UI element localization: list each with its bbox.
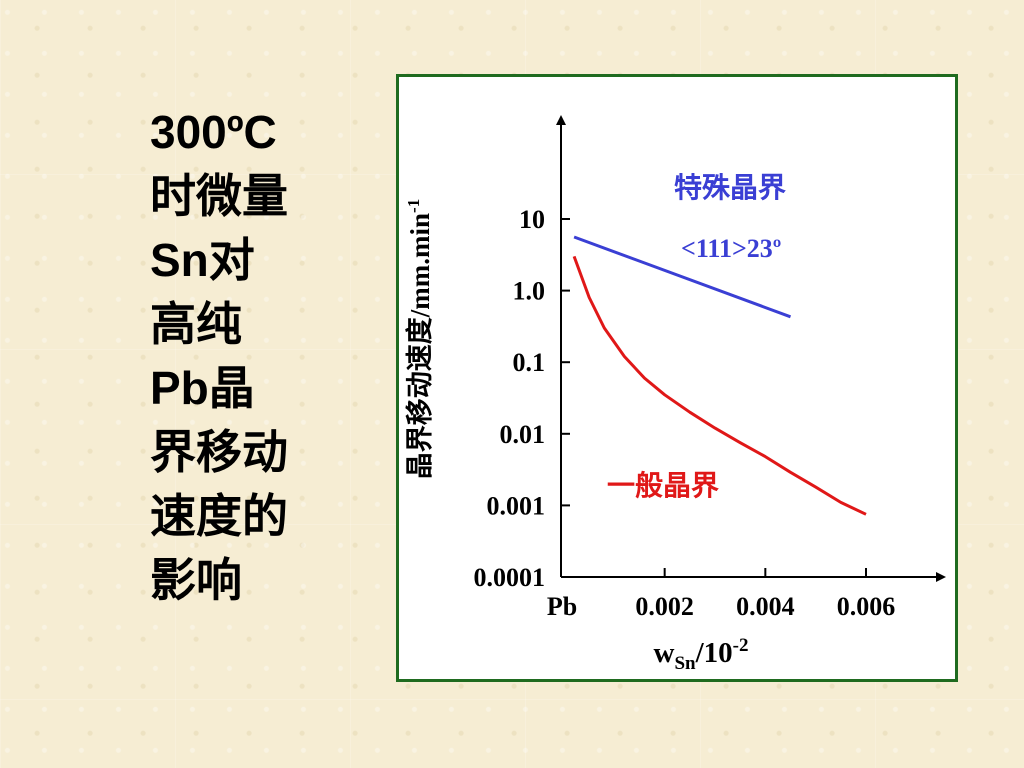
slide-title-line: 影响: [150, 554, 242, 606]
series-layer: [572, 235, 867, 516]
y-ticks: 0.0001 0.001 0.01 0.1 1.0 10: [474, 205, 570, 592]
y-tick-label: 1.0: [513, 277, 546, 306]
y-tick-label: 0.001: [487, 491, 546, 520]
y-tick-label: 0.1: [513, 348, 546, 377]
chart-frame: 0.0001 0.001 0.01 0.1 1.0 10 Pb 0.002 0.004 0.00…: [396, 74, 958, 682]
slide-title-line: Pb晶: [150, 362, 255, 414]
slide-title-line: 速度的: [150, 490, 288, 542]
series-line-general: [572, 255, 867, 516]
slide-title-line: 界移动: [150, 426, 288, 478]
slide-title-line: Sn对: [150, 234, 255, 286]
grain-boundary-velocity-chart: 0.0001 0.001 0.01 0.1 1.0 10 Pb 0.002 0.004 0.00…: [404, 115, 946, 674]
x-axis-label: wSn/10-2: [654, 635, 749, 674]
slide-title: 300ºC 时微量 Sn对 高纯 Pb晶 界移动 速度的 影响: [150, 100, 350, 612]
series-subtitle-special: <111>23º: [681, 234, 781, 263]
x-tick-label: 0.002: [635, 592, 694, 621]
y-tick-label: 0.01: [500, 420, 546, 449]
slide-title-line: 300ºC: [150, 106, 277, 158]
slide-title-line: 时微量: [150, 170, 288, 222]
series-line-special: [573, 235, 792, 319]
x-tick-label: 0.004: [736, 592, 795, 621]
y-tick-label: 10: [519, 205, 545, 234]
series-label-special: 特殊晶界: [674, 172, 786, 204]
slide-title-line: 高纯: [150, 298, 242, 350]
y-axis-label: 晶界移动速度/mm.min-1: [404, 199, 435, 479]
x-tick-label: Pb: [547, 592, 577, 621]
y-tick-label: 0.0001: [474, 563, 546, 592]
series-label-general: 一般晶界: [607, 469, 719, 502]
x-ticks: Pb 0.002 0.004 0.006: [547, 568, 895, 621]
x-tick-label: 0.006: [837, 592, 896, 621]
